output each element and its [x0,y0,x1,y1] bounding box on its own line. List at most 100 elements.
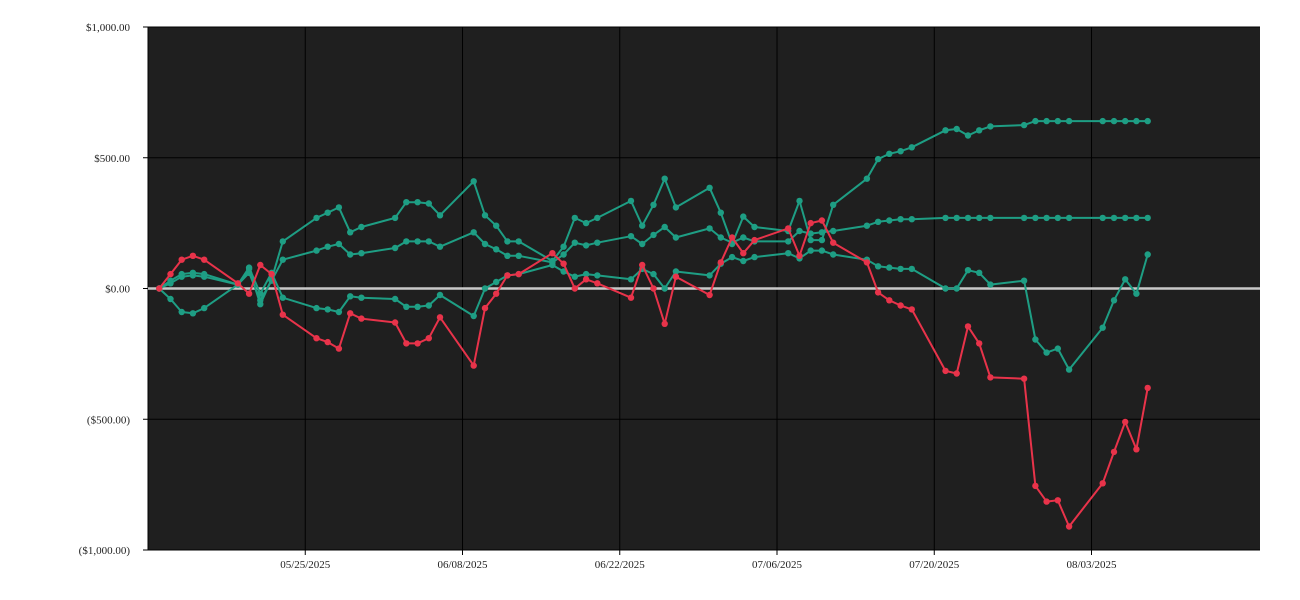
data-point [672,234,680,241]
data-point [987,281,994,288]
data-point [358,223,365,231]
data-point [650,285,657,292]
data-point [706,225,713,232]
data-point [976,214,983,222]
data-point [953,285,960,292]
data-point [549,250,556,257]
data-point [627,294,635,301]
data-point [886,297,893,304]
data-point [470,362,477,369]
data-point [1144,117,1151,125]
data-point [1032,482,1039,490]
data-point [706,184,713,191]
data-point [324,306,331,313]
data-point [571,285,578,292]
data-point [1099,480,1106,487]
y-tick-label: ($1,000.00) [79,545,131,557]
data-point [1065,366,1073,373]
data-point [953,370,960,377]
data-point [807,230,814,237]
data-point [358,315,365,322]
data-point [964,214,972,222]
data-point [201,256,208,263]
data-point [481,304,489,312]
data-point [347,310,354,317]
x-tick-label: 07/20/2025 [909,559,960,571]
data-point [1133,117,1140,125]
data-point [245,290,253,297]
series-lines [156,117,1151,530]
data-point [436,243,444,250]
data-point [560,251,567,258]
data-point [324,338,331,346]
data-point [1032,336,1039,343]
data-point [706,272,713,279]
data-point [1133,290,1140,297]
data-point [1099,117,1106,125]
data-point [1110,117,1118,125]
data-point [627,197,635,205]
data-point [863,259,871,266]
data-point [1054,497,1062,504]
data-point [661,285,668,292]
data-point [1065,214,1073,222]
data-point [796,227,803,235]
data-point [740,257,747,265]
data-point [515,252,522,259]
data-point [436,314,444,321]
data-point [582,276,590,283]
data-point [425,302,432,309]
data-point [1110,448,1118,456]
data-point [594,272,601,279]
data-point [976,269,983,276]
data-point [874,289,882,296]
data-point [504,272,511,279]
data-point [1054,345,1062,352]
x-tick-label: 05/25/2025 [280,559,331,571]
data-point [594,280,601,287]
data-point [863,175,871,182]
data-point [504,252,511,259]
data-point [785,250,792,257]
y-tick-label: ($500.00) [87,414,130,426]
data-point [1054,117,1062,125]
data-point [987,374,994,381]
data-point [245,264,253,271]
data-point [953,125,960,133]
data-point [661,320,668,327]
data-point [818,229,826,236]
data-point [874,218,882,225]
data-point [560,260,567,267]
x-tick-label: 07/06/2025 [752,559,803,571]
data-point [493,278,500,286]
data-point [189,310,197,317]
data-point [560,268,567,275]
data-point [987,214,994,222]
data-point [672,273,680,280]
data-point [976,127,983,134]
data-point [886,264,893,271]
data-point [1099,214,1106,222]
data-point [751,253,758,261]
data-point [470,229,477,236]
data-point [167,280,174,287]
data-point [257,297,264,304]
x-tick-label: 08/03/2025 [1066,559,1117,571]
data-point [313,214,320,222]
data-point [347,251,354,258]
data-point [672,204,680,211]
data-point [515,238,522,245]
data-point [717,209,724,216]
data-point [594,214,601,222]
data-point [1020,375,1028,382]
data-point [796,197,803,205]
data-point [391,319,399,326]
y-axis-ticks: $1,000.00 $500.00 $0.00 ($500.00) ($1,000.00… [79,22,148,557]
data-point [391,214,399,222]
data-point [976,340,983,347]
data-point [425,238,432,245]
data-point [796,252,803,259]
data-point [751,236,758,244]
y-tick-label: $0.00 [105,284,130,296]
data-point [1032,117,1039,125]
